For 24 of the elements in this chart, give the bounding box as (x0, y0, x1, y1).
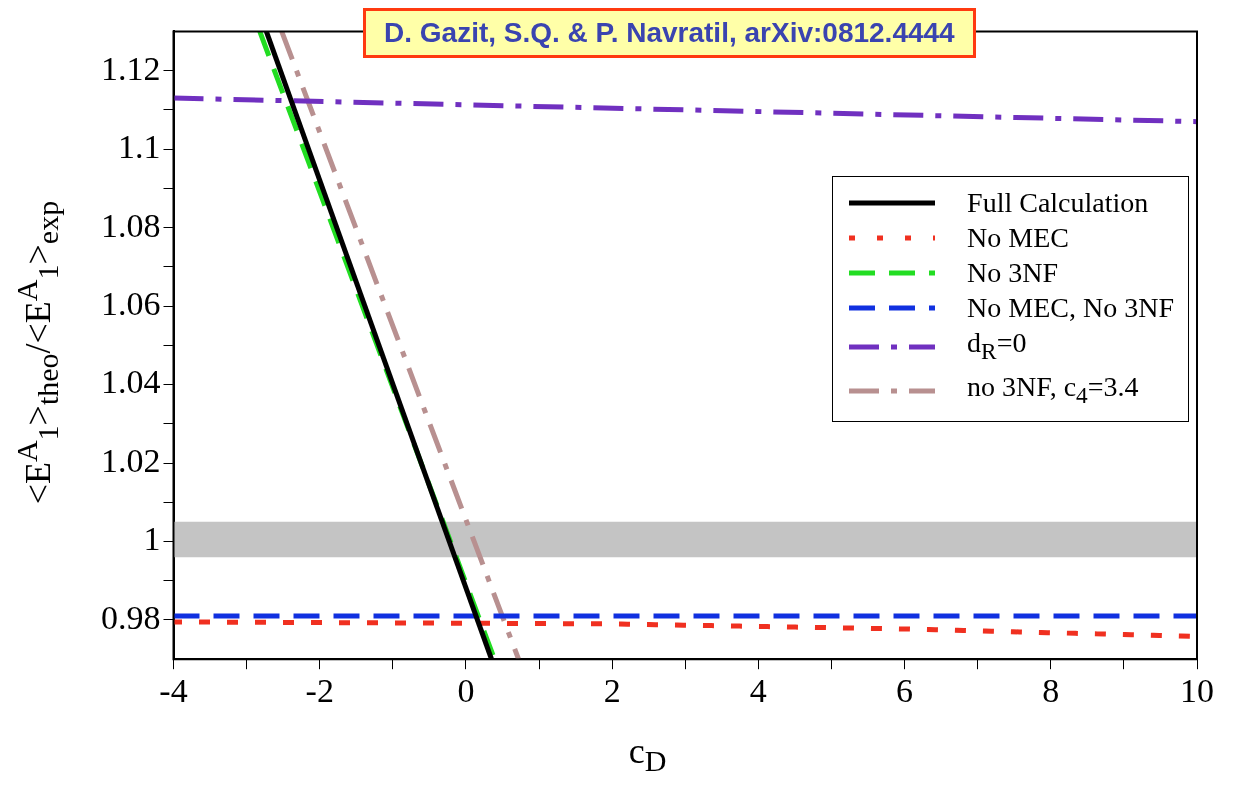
y-tick-label: 1.08 (101, 206, 161, 244)
x-tick-label: 6 (896, 671, 914, 709)
x-tick-label: 8 (1042, 671, 1060, 709)
y-tick-label: 1.02 (101, 441, 161, 479)
y-tick-label: 1.12 (101, 49, 161, 87)
annotation: D. Gazit, S.Q. & P. Navratil, arXiv:0812.4444 (363, 8, 976, 58)
legend-label: no 3NF, c$_{4}$=3.4 (967, 370, 1139, 410)
y-tick-label: 1.1 (118, 128, 161, 166)
x-tick-label: 4 (749, 671, 767, 709)
y-tick-label: 1 (143, 520, 161, 558)
y-tick-label: 1.06 (101, 284, 161, 322)
x-axis-title: c$_{D}$ (627, 729, 668, 778)
x-tick-label: 2 (603, 671, 621, 709)
x-tick-label: -2 (305, 671, 334, 709)
x-tick-label: 0 (457, 671, 475, 709)
legend-label: No MEC, No 3NF (967, 291, 1174, 326)
x-tick-label: 10 (1180, 671, 1214, 709)
y-tick-label: 0.98 (101, 598, 161, 636)
legend-label: d$_{R}$=0 (967, 326, 1027, 366)
y-tick-label: 1.04 (101, 363, 161, 401)
legend-label: No MEC (967, 221, 1069, 256)
legend-label: Full Calculation (967, 186, 1149, 221)
x-tick-label: -4 (159, 671, 188, 709)
legend-label: No 3NF (967, 256, 1059, 291)
